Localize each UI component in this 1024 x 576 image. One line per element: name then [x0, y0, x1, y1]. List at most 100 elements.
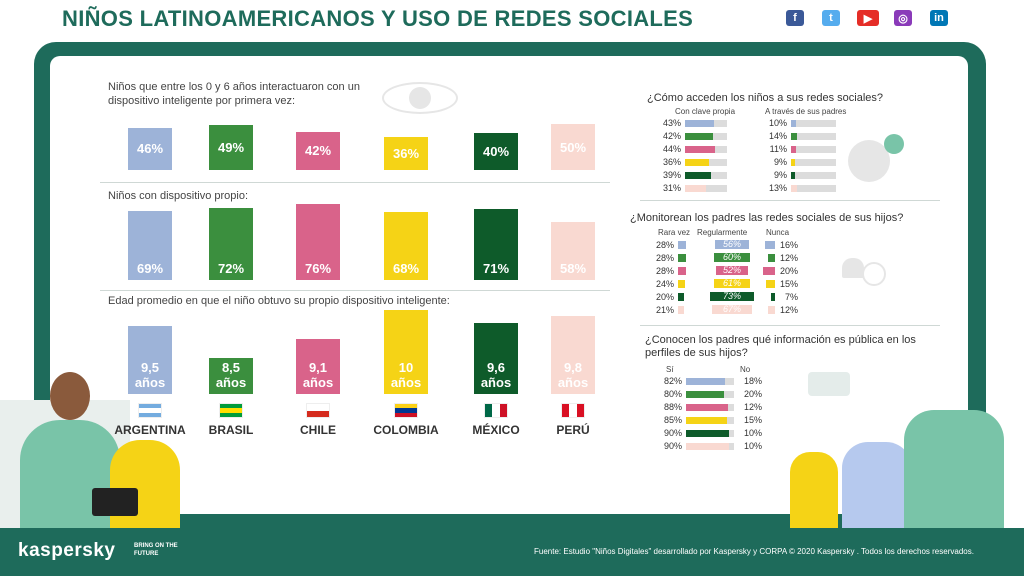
value-label: 14%: [768, 131, 787, 141]
bar-track: [791, 133, 836, 140]
country-label: COLOMBIA: [373, 423, 439, 437]
kaspersky-logo: kaspersky: [18, 540, 116, 561]
flag-stripe: [139, 412, 161, 417]
value-label: 43%: [662, 118, 681, 128]
flag-stripe: [220, 412, 242, 417]
bar-fill: [678, 280, 686, 288]
bar-fill: [765, 241, 775, 249]
bar-méxico: 40%: [474, 133, 518, 170]
bar-fill: [686, 443, 730, 450]
bar-track: [685, 185, 727, 192]
bar-track: [791, 159, 836, 166]
bar-fill: [685, 185, 706, 192]
flag-stripe: [576, 404, 584, 417]
bar-fill: 52%: [716, 266, 748, 275]
bar-méxico: 9,6 años: [474, 322, 518, 394]
flag-brasil-icon: [219, 403, 243, 418]
flag-stripe: [569, 404, 577, 417]
flag-stripe: [139, 408, 161, 413]
linkedin-icon: in: [930, 10, 948, 26]
bar-fill: [678, 254, 687, 262]
bar-value-label: 68%: [392, 261, 420, 276]
column-header: No: [740, 365, 751, 374]
value-label: 39%: [662, 170, 681, 180]
flag-stripe: [139, 404, 161, 409]
bar-value-label: 58%: [559, 261, 587, 276]
value-label: 88%: [663, 402, 682, 412]
chart-title: Edad promedio en que el niño obtuvo su p…: [108, 295, 450, 307]
boy-illustration: [842, 442, 912, 528]
flag-colombia-icon: [394, 403, 418, 418]
source-note: Fuente: Estudio "Niños Digitales" desarr…: [534, 547, 974, 556]
bar-fill: [678, 241, 687, 249]
bar-fill: [686, 378, 726, 385]
tablet-icon: [92, 488, 138, 516]
chart-title: Niños que entre los 0 y 6 años interactu…: [108, 81, 360, 107]
value-label: 7%: [784, 292, 798, 302]
clock-icon: [862, 262, 886, 286]
country-label: CHILE: [300, 423, 336, 437]
bar-value-label: 42%: [304, 143, 332, 159]
flag-stripe: [307, 404, 329, 411]
value-label: 85%: [663, 415, 682, 425]
bar-colombia: 10 años: [384, 310, 428, 394]
facebook-icon: f: [786, 10, 804, 26]
chalkboard-panel: [50, 56, 968, 514]
bar-track: [686, 391, 734, 398]
value-label: 42%: [662, 131, 681, 141]
flag-stripe: [395, 404, 417, 409]
bar-fill: 73%: [710, 292, 754, 301]
youtube-icon: ▶: [857, 10, 879, 26]
value-label: 15%: [779, 279, 798, 289]
value-label: 12%: [743, 402, 762, 412]
bar-fill: 56%: [715, 240, 749, 249]
bar-fill: [767, 254, 775, 262]
bar-méxico: 71%: [474, 209, 518, 280]
bar-track: [686, 404, 734, 411]
bar-fill: [678, 306, 685, 314]
bar-fill: [763, 267, 775, 275]
bar-track: [686, 378, 734, 385]
person-man-illustration: [50, 372, 90, 420]
checkmark-icon: [884, 134, 904, 154]
section-divider: [640, 200, 940, 201]
bar-fill: [686, 417, 727, 424]
value-label: 20%: [743, 389, 762, 399]
value-label: 21%: [655, 305, 674, 315]
flag-stripe: [562, 404, 570, 417]
bar-value-label: 36%: [392, 146, 420, 162]
bar-value-label: 9,1 años: [302, 359, 334, 390]
bar-perú: 9,8 años: [551, 316, 595, 394]
chart-title: ¿Monitorean los padres las redes sociale…: [630, 212, 904, 224]
bar-fill: 61%: [713, 279, 751, 288]
value-label: 12%: [779, 253, 798, 263]
bar-value-label: 46%: [136, 141, 164, 157]
bell-icon: [842, 258, 864, 278]
flag-stripe: [220, 408, 242, 413]
bar-track: [791, 172, 836, 179]
bar-argentina: 9,5 años: [128, 326, 172, 394]
bar-perú: 58%: [551, 222, 595, 280]
bar-track: [686, 430, 734, 437]
section-divider: [640, 325, 940, 326]
bar-value-label: 72%: [217, 261, 245, 276]
bar-argentina: 46%: [128, 127, 172, 170]
bar-track: [685, 159, 727, 166]
country-label: PERÚ: [556, 423, 590, 437]
bar-fill: [685, 159, 710, 166]
woman-illustration: [904, 410, 1004, 528]
value-label: 80%: [663, 389, 682, 399]
value-label: 9%: [773, 157, 787, 167]
bar-value-label: 49%: [217, 140, 245, 156]
bar-track: [686, 417, 734, 424]
flag-stripe: [499, 404, 507, 417]
chat-bubble-icon: [808, 372, 850, 396]
bar-fill: 67%: [711, 305, 753, 314]
country-label: MÉXICO: [472, 423, 520, 437]
value-label: 28%: [655, 240, 674, 250]
bar-track: [791, 185, 836, 192]
value-label: 24%: [655, 279, 674, 289]
bar-fill: [791, 172, 796, 179]
bar-value-label: 69%: [136, 261, 164, 276]
bar-fill: [791, 146, 796, 153]
